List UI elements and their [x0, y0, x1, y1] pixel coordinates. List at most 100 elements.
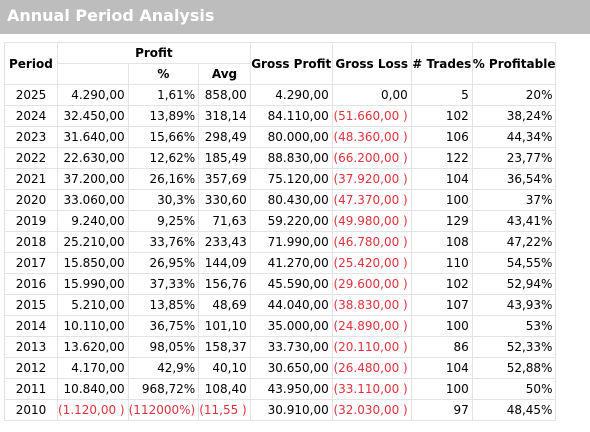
- cell-period: 2022: [4, 147, 58, 169]
- cell-profit: 5.210,00: [57, 294, 129, 316]
- table-row: 2025 4.290,00 1,61% 858,00 4.290,00 0,00 5 20%: [4, 84, 557, 106]
- table-row: 2012 4.170,00 42,9% 40,10 30.650,00 (26.480,0…: [4, 357, 557, 379]
- cell-pct: 37,33%: [127, 273, 200, 295]
- table-row: 2024 32.450,00 13,89% 318,14 84.110,00 (51.66…: [4, 105, 557, 127]
- cell-gross-loss: (46.780,00 ): [331, 231, 412, 253]
- header-pct: %: [127, 63, 200, 85]
- cell-avg: 158,37: [198, 336, 251, 358]
- cell-profit: 33.060,00: [57, 189, 129, 211]
- cell-period: 2015: [4, 294, 58, 316]
- cell-profit: 15.850,00: [57, 252, 129, 274]
- cell-period: 2012: [4, 357, 58, 379]
- table-row: 2016 15.990,00 37,33% 156,76 45.590,00 (29.60…: [4, 273, 557, 295]
- cell-period: 2013: [4, 336, 58, 358]
- analysis-table-container: Period Profit Gross Profit Gross Loss # …: [4, 42, 557, 421]
- cell-profit: 32.450,00: [57, 105, 129, 127]
- cell-pct-profitable: 52,33%: [471, 336, 557, 358]
- cell-profit: 10.840,00: [57, 378, 129, 400]
- cell-pct: 33,76%: [127, 231, 200, 253]
- cell-gross-profit: 59.220,00: [249, 210, 333, 232]
- cell-pct-profitable: 37%: [471, 189, 557, 211]
- cell-gross-profit: 30.910,00: [249, 399, 333, 421]
- cell-pct-profitable: 53%: [471, 315, 557, 337]
- table-row: 2020 33.060,00 30,3% 330,60 80.430,00 (47.370…: [4, 189, 557, 211]
- cell-period: 2023: [4, 126, 58, 148]
- header-gross-profit: Gross Profit: [249, 42, 333, 85]
- cell-period: 2010: [4, 399, 58, 421]
- cell-period: 2016: [4, 273, 58, 295]
- table-row: 2014 10.110,00 36,75% 101,10 35.000,00 (24.89…: [4, 315, 557, 337]
- cell-pct-profitable: 36,54%: [471, 168, 557, 190]
- cell-trades: 104: [410, 168, 473, 190]
- cell-gross-loss: (32.030,00 ): [331, 399, 412, 421]
- cell-pct: 26,95%: [127, 252, 200, 274]
- cell-pct-profitable: 48,45%: [471, 399, 557, 421]
- cell-gross-profit: 35.000,00: [249, 315, 333, 337]
- cell-gross-profit: 4.290,00: [249, 84, 333, 106]
- cell-avg: 858,00: [198, 84, 251, 106]
- cell-gross-profit: 44.040,00: [249, 294, 333, 316]
- cell-profit: 10.110,00: [57, 315, 129, 337]
- cell-trades: 102: [410, 273, 473, 295]
- cell-avg: 298,49: [198, 126, 251, 148]
- cell-period: 2014: [4, 315, 58, 337]
- cell-trades: 5: [410, 84, 473, 106]
- cell-pct-profitable: 52,88%: [471, 357, 557, 379]
- table-row: 2011 10.840,00 968,72% 108,40 43.950,00 (33.1…: [4, 378, 557, 400]
- header-pct-profitable: % Profitable: [471, 42, 557, 85]
- cell-pct: 12,62%: [127, 147, 200, 169]
- cell-period: 2018: [4, 231, 58, 253]
- cell-gross-profit: 30.650,00: [249, 357, 333, 379]
- table-row: 2013 13.620,00 98,05% 158,37 33.730,00 (20.11…: [4, 336, 557, 358]
- cell-pct: 968,72%: [127, 378, 200, 400]
- cell-pct: 15,66%: [127, 126, 200, 148]
- cell-gross-profit: 75.120,00: [249, 168, 333, 190]
- table-row: 2019 9.240,00 9,25% 71,63 59.220,00 (49.980,0…: [4, 210, 557, 232]
- cell-gross-loss: (38.830,00 ): [331, 294, 412, 316]
- header-trades: # Trades: [410, 42, 473, 85]
- cell-gross-loss: (24.890,00 ): [331, 315, 412, 337]
- cell-gross-loss: (48.360,00 ): [331, 126, 412, 148]
- header-avg: Avg: [198, 63, 251, 85]
- cell-gross-profit: 80.430,00: [249, 189, 333, 211]
- cell-profit: 25.210,00: [57, 231, 129, 253]
- cell-gross-loss: (20.110,00 ): [331, 336, 412, 358]
- cell-pct: 36,75%: [127, 315, 200, 337]
- cell-period: 2025: [4, 84, 58, 106]
- cell-period: 2021: [4, 168, 58, 190]
- cell-avg: 185,49: [198, 147, 251, 169]
- cell-avg: 108,40: [198, 378, 251, 400]
- cell-avg: 233,43: [198, 231, 251, 253]
- cell-pct: 30,3%: [127, 189, 200, 211]
- cell-trades: 104: [410, 357, 473, 379]
- cell-profit: 22.630,00: [57, 147, 129, 169]
- cell-pct-profitable: 43,41%: [471, 210, 557, 232]
- cell-gross-profit: 45.590,00: [249, 273, 333, 295]
- cell-trades: 122: [410, 147, 473, 169]
- cell-trades: 86: [410, 336, 473, 358]
- cell-pct: 1,61%: [127, 84, 200, 106]
- cell-gross-profit: 41.270,00: [249, 252, 333, 274]
- cell-trades: 108: [410, 231, 473, 253]
- cell-profit: 4.170,00: [57, 357, 129, 379]
- cell-gross-loss: (47.370,00 ): [331, 189, 412, 211]
- cell-gross-loss: (37.920,00 ): [331, 168, 412, 190]
- cell-avg: 48,69: [198, 294, 251, 316]
- cell-gross-loss: (51.660,00 ): [331, 105, 412, 127]
- cell-gross-profit: 33.730,00: [249, 336, 333, 358]
- cell-gross-loss: (49.980,00 ): [331, 210, 412, 232]
- title-bar: Annual Period Analysis: [0, 0, 590, 34]
- cell-pct: 98,05%: [127, 336, 200, 358]
- cell-trades: 110: [410, 252, 473, 274]
- cell-pct-profitable: 47,22%: [471, 231, 557, 253]
- table-header: Period Profit Gross Profit Gross Loss # …: [4, 42, 557, 85]
- cell-avg: (11,55 ): [198, 399, 251, 421]
- table-row: 2010 (1.120,00 ) (112000%) (11,55 ) 30.910,0…: [4, 399, 557, 421]
- cell-gross-loss: (26.480,00 ): [331, 357, 412, 379]
- cell-gross-loss: 0,00: [331, 84, 412, 106]
- cell-period: 2011: [4, 378, 58, 400]
- cell-pct-profitable: 44,34%: [471, 126, 557, 148]
- cell-avg: 71,63: [198, 210, 251, 232]
- cell-pct: 26,16%: [127, 168, 200, 190]
- cell-profit: 4.290,00: [57, 84, 129, 106]
